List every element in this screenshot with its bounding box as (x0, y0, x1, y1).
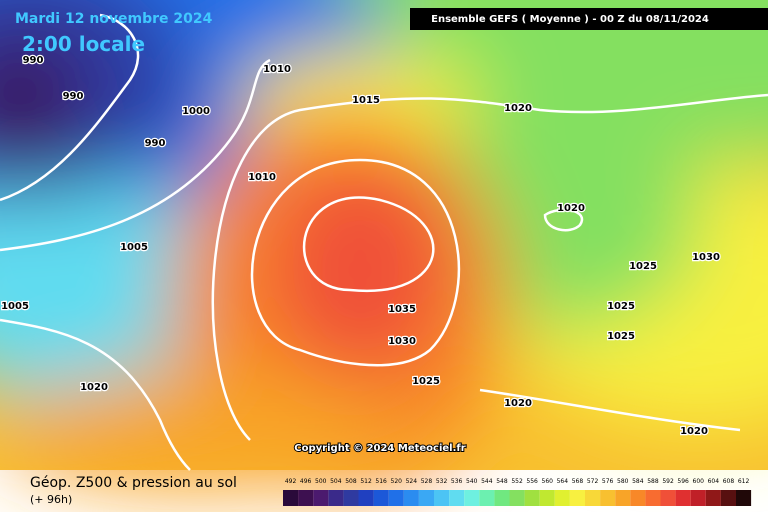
valid-time: 2:00 locale (22, 32, 145, 56)
colorbar-swatch (585, 490, 601, 506)
isobar-label: 1035 (388, 304, 416, 315)
colorbar-swatch (720, 490, 736, 506)
colorbar-label: 508 (345, 478, 357, 485)
colorbar-label: 560 (542, 478, 554, 485)
colorbar-swatch (736, 490, 752, 506)
colorbar-label: 556 (526, 478, 538, 485)
colorbar-swatch (313, 490, 329, 506)
colorbar-label: 552 (511, 478, 523, 485)
isobar-label: 1025 (607, 301, 635, 312)
isobar-label: 1010 (248, 172, 276, 183)
colorbar-swatch (434, 490, 450, 506)
isobar-labels: 990 990 1000 990 1010 1015 1020 1010 1005 1020 102… (0, 54, 721, 439)
colorbar-swatch (358, 490, 374, 506)
colorbar-label: 492 (285, 478, 297, 485)
colorbar-label: 572 (587, 478, 599, 485)
colorbar-swatch (690, 490, 706, 506)
colorbar-swatch (509, 490, 525, 506)
colorbar-label: 524 (406, 478, 418, 485)
isobar-label: 990 (63, 91, 84, 102)
colorbar-label: 612 (738, 478, 750, 485)
isobar-label: 1020 (80, 382, 108, 393)
colorbar-label: 592 (662, 478, 674, 485)
colorbar-label: 564 (557, 478, 569, 485)
isobar-label: 1025 (629, 261, 657, 272)
colorbar-label: 520 (391, 478, 403, 485)
colorbar-label: 512 (360, 478, 372, 485)
colorbar-swatch (388, 490, 404, 506)
valid-date: Mardi 12 novembre 2024 (15, 11, 213, 27)
colorbar-label: 588 (647, 478, 659, 485)
colorbar-label: 528 (421, 478, 433, 485)
colorbar-swatch (464, 490, 480, 506)
isobar-label: 1005 (1, 301, 29, 312)
colorbar-swatch (343, 490, 359, 506)
colorbar-swatch (554, 490, 570, 506)
colorbar-swatch (373, 490, 389, 506)
colorbar-label: 504 (330, 478, 342, 485)
colorbar-label: 544 (481, 478, 493, 485)
colorbar-label: 548 (496, 478, 508, 485)
colorbar-label: 496 (300, 478, 312, 485)
isobar-label: 1025 (412, 376, 440, 387)
colorbar-swatch (403, 490, 419, 506)
isobars (0, 13, 768, 471)
isobar-label: 1020 (504, 103, 532, 114)
isobar-label: 1030 (388, 336, 416, 347)
colorbar-swatch (479, 490, 495, 506)
footer-title: Géop. Z500 & pression au sol (30, 475, 237, 491)
colorbar-swatch (660, 490, 676, 506)
colorbar-swatch (524, 490, 540, 506)
colorbar-label: 580 (617, 478, 629, 485)
colorbar-swatch (645, 490, 661, 506)
isobar-label: 1020 (557, 203, 585, 214)
isobar-label: 1000 (182, 106, 210, 117)
colorbar-swatch (283, 490, 299, 506)
colorbar-label: 576 (602, 478, 614, 485)
colorbar-swatch (600, 490, 616, 506)
isobar-label: 1030 (692, 252, 720, 263)
colorbar-label: 568 (572, 478, 584, 485)
colorbar-swatch (298, 490, 314, 506)
copyright: Copyright © 2024 Meteociel.fr (294, 443, 465, 454)
colorbar-label: 516 (375, 478, 387, 485)
isobar-label: 1010 (263, 64, 291, 75)
colorbar-label: 536 (451, 478, 463, 485)
isobar-label: 990 (23, 55, 44, 66)
colorbar: 492 496 500 504 508 512 516 520 524 528 532 536 540 5… (283, 478, 752, 506)
colorbar-swatch (494, 490, 510, 506)
isobar-label: 1005 (120, 242, 148, 253)
colorbar-swatch (539, 490, 555, 506)
colorbar-label: 608 (723, 478, 735, 485)
colorbar-label: 532 (436, 478, 448, 485)
isobar-label: 990 (145, 138, 166, 149)
colorbar-swatch (705, 490, 721, 506)
colorbar-label: 500 (315, 478, 327, 485)
colorbar-label: 604 (708, 478, 720, 485)
isobar-label: 1025 (607, 331, 635, 342)
footer-lead: (+ 96h) (30, 493, 72, 506)
map-field (0, 0, 768, 490)
isobar-label: 1015 (352, 95, 380, 106)
isobar-label: 1020 (680, 426, 708, 437)
header-band (410, 8, 768, 30)
colorbar-label: 584 (632, 478, 644, 485)
colorbar-swatch (328, 490, 344, 506)
colorbar-label: 600 (693, 478, 705, 485)
colorbar-swatch (569, 490, 585, 506)
colorbar-label: 540 (466, 478, 478, 485)
colorbar-swatch (675, 490, 691, 506)
isobar-label: 1020 (504, 398, 532, 409)
colorbar-swatch (630, 490, 646, 506)
colorbar-swatch (615, 490, 631, 506)
colorbar-label: 596 (677, 478, 689, 485)
colorbar-swatch (449, 490, 465, 506)
model-run: Ensemble GEFS ( Moyenne ) - 00 Z du 08/1… (431, 14, 709, 25)
colorbar-swatch (418, 490, 434, 506)
